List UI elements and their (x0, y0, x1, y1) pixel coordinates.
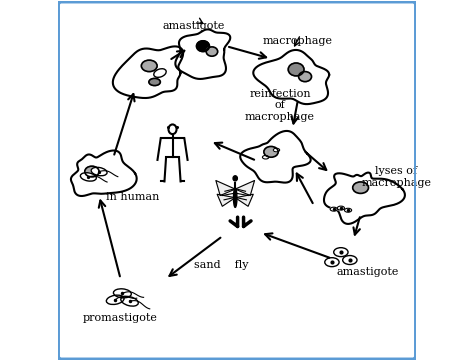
Polygon shape (113, 47, 183, 98)
Ellipse shape (343, 256, 357, 265)
Ellipse shape (288, 63, 304, 76)
Ellipse shape (121, 296, 138, 306)
Text: amastigote: amastigote (163, 21, 225, 31)
Ellipse shape (345, 208, 352, 212)
Polygon shape (71, 151, 137, 196)
Ellipse shape (85, 166, 99, 177)
Ellipse shape (325, 258, 339, 267)
Ellipse shape (299, 71, 311, 82)
Ellipse shape (141, 60, 157, 71)
Polygon shape (253, 50, 329, 104)
Ellipse shape (197, 41, 210, 52)
Polygon shape (216, 180, 235, 196)
Ellipse shape (91, 168, 107, 176)
Ellipse shape (106, 295, 124, 304)
Ellipse shape (273, 148, 280, 152)
Polygon shape (240, 131, 310, 183)
Ellipse shape (113, 289, 131, 298)
Ellipse shape (149, 78, 160, 86)
Ellipse shape (330, 207, 337, 211)
Text: lyses of
macrophage: lyses of macrophage (361, 166, 431, 188)
Ellipse shape (353, 182, 368, 193)
Polygon shape (324, 173, 405, 224)
Ellipse shape (334, 248, 348, 257)
Ellipse shape (154, 69, 166, 77)
Ellipse shape (234, 188, 237, 207)
Polygon shape (235, 194, 253, 206)
Ellipse shape (264, 147, 278, 157)
Ellipse shape (206, 47, 218, 56)
Polygon shape (217, 194, 235, 206)
Text: sand    fly: sand fly (194, 260, 248, 270)
Ellipse shape (81, 173, 96, 181)
Polygon shape (235, 180, 255, 196)
Text: in human: in human (107, 192, 160, 202)
Text: macrophage: macrophage (263, 36, 333, 46)
Polygon shape (175, 29, 230, 79)
Text: promastigote: promastigote (83, 313, 158, 323)
Ellipse shape (168, 125, 176, 134)
Ellipse shape (233, 176, 237, 181)
Ellipse shape (263, 156, 269, 159)
Text: reinfection
of
macrophage: reinfection of macrophage (245, 89, 315, 122)
Ellipse shape (337, 206, 345, 210)
Text: amastigote: amastigote (337, 267, 399, 277)
